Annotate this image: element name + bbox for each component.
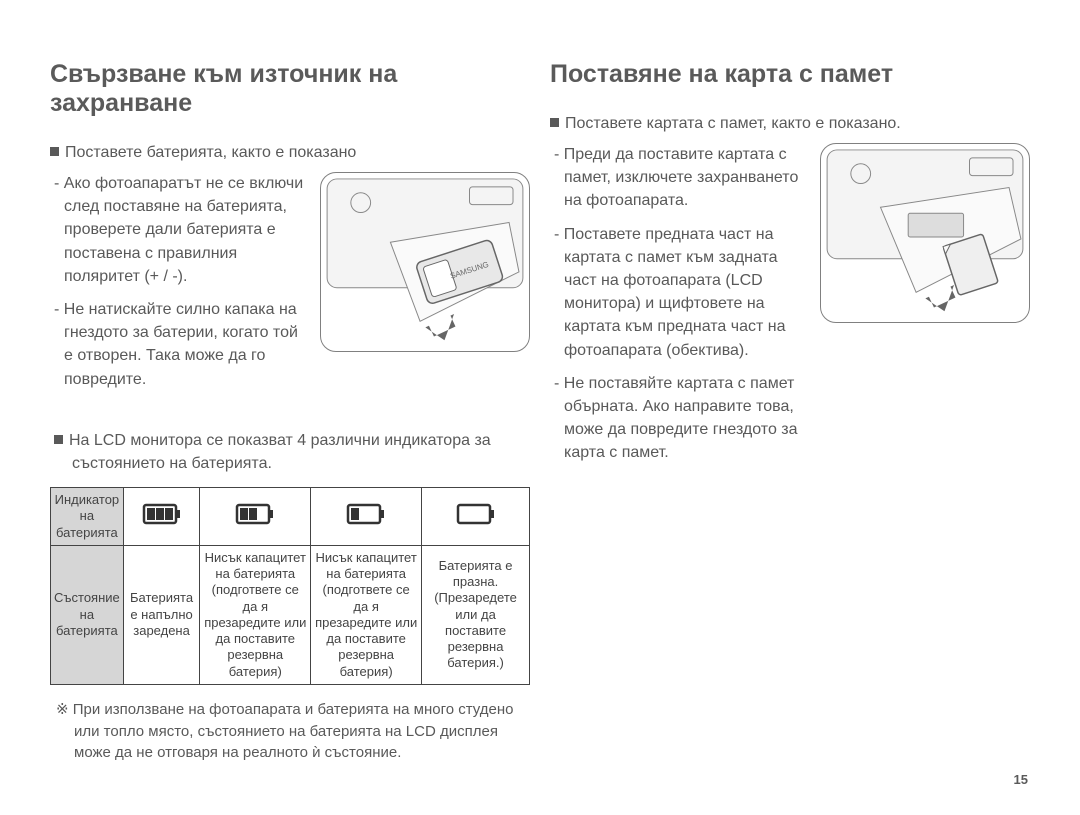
table-cell-2: Нисък капацитет на батерията (подгответе… — [311, 545, 422, 684]
bullet-square-icon — [550, 118, 559, 127]
left-item-2: - Не натискайте силно капака на гнездото… — [50, 298, 306, 391]
battery-icon-two — [200, 488, 311, 546]
page-number: 15 — [1014, 772, 1028, 787]
battery-indicator-table: Индикатор на батерията — [50, 487, 530, 685]
left-item-1: - Ако фотоапаратът не се включи след пос… — [50, 172, 306, 288]
table-header-indicator: Индикатор на батерията — [51, 488, 124, 546]
right-bullet-1: Поставете картата с памет, както е показ… — [550, 115, 1030, 133]
left-heading: Свързване към източник на захранване — [50, 60, 530, 118]
table-cell-3: Батерията е празна. (Презаредете или да … — [422, 545, 530, 684]
table-cell-0: Батерията е напълно заредена — [123, 545, 200, 684]
bullet-square-icon — [50, 147, 59, 156]
right-bullet-1-text: Поставете картата с памет, както е показ… — [565, 115, 901, 132]
right-item-3: - Не поставяйте картата с памет обърната… — [550, 372, 806, 465]
bullet-square-icon — [54, 435, 63, 444]
battery-icon-full — [123, 488, 200, 546]
footnote: ※ При използване на фотоапарата и батери… — [50, 699, 530, 764]
table-cell-1: Нисък капацитет на батерията (подгответе… — [200, 545, 311, 684]
right-item-1: - Преди да поставите картата с памет, из… — [550, 143, 806, 213]
battery-illustration: SAMSUNG — [320, 172, 530, 352]
battery-icon-one — [311, 488, 422, 546]
table-header-status: Състояние на батерията — [51, 545, 124, 684]
right-heading: Поставяне на карта с памет — [550, 60, 1030, 89]
right-item-2: - Поставете предната част на картата с п… — [550, 223, 806, 362]
left-bullet-1: Поставете батерията, както е показано — [50, 144, 530, 162]
memory-card-illustration — [820, 143, 1030, 323]
left-bullet-1-text: Поставете батерията, както е показано — [65, 144, 356, 161]
lcd-paragraph-text: На LCD монитора се показват 4 различни и… — [69, 432, 491, 472]
lcd-paragraph: На LCD монитора се показват 4 различни и… — [50, 429, 530, 475]
battery-icon-empty — [422, 488, 530, 546]
